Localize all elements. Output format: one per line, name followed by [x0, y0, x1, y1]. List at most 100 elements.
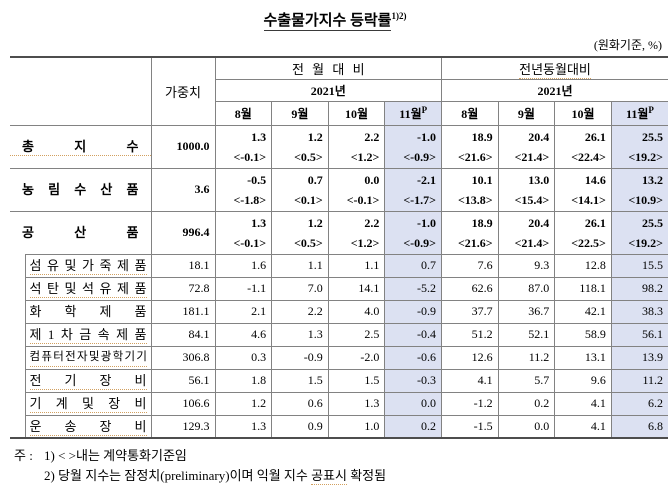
title-text: 수출물가지수 등락률	[263, 13, 392, 32]
month-header: 10월	[554, 101, 612, 126]
indent-cell	[10, 254, 25, 278]
indent-cell	[10, 369, 25, 393]
value-cell: 14.1	[327, 276, 385, 301]
table-row: 기 계 및 장 비 106.6 1.2 0.6 1.3 0.0 -1.2 0.2 4.1 6.2	[10, 391, 668, 416]
export-price-table: 가중치 전 월 대 비 전년동월대비 2021년 2021년 8월 9월 10월 11…	[10, 56, 668, 440]
value-cell: 1.2	[214, 391, 272, 416]
weight-cell: 1000.0	[150, 124, 215, 169]
value-cell: 42.1	[554, 299, 612, 324]
value-cell: 25.5 <19.2>	[610, 124, 668, 169]
month-header: 11월P	[610, 101, 668, 126]
value-cell: 118.1	[554, 276, 612, 301]
value-cell: -1.2	[441, 391, 499, 416]
table-row: 컴 퓨 터 전 자 및 광 학 기 기 306.8 0.3 -0.9 -2.0 -0.6 12.6 11.2 13…	[10, 345, 668, 370]
unit-note: (원화기준, %)	[593, 38, 662, 53]
weight-cell: 18.1	[150, 253, 215, 278]
indent-cell	[10, 277, 25, 301]
value-cell: 11.2	[610, 368, 668, 393]
value-cell: 1.5	[271, 368, 329, 393]
month-header: 9월	[497, 101, 555, 126]
value-cell: 2.2 <1.2>	[327, 124, 385, 169]
value-cell: -5.2	[384, 276, 442, 301]
value-cell: 0.6	[271, 391, 329, 416]
value-cell: 4.1	[441, 368, 499, 393]
value-cell: 2.2	[271, 299, 329, 324]
value-cell: 0.7 <0.1>	[271, 167, 329, 212]
value-cell: 51.2	[441, 322, 499, 347]
value-cell: 20.4 <21.4>	[497, 124, 555, 169]
value-cell: -1.0 <-0.9>	[384, 124, 442, 169]
value-cell: 0.0	[384, 391, 442, 416]
value-cell: 0.2	[497, 391, 555, 416]
yoy-year-header: 2021년	[441, 79, 668, 102]
weight-cell: 996.4	[150, 210, 215, 255]
indent-cell	[10, 415, 25, 439]
footnote-1: 1) < >내는 계약통화기준임	[44, 448, 187, 464]
value-cell: 1.1	[271, 253, 329, 278]
footnotes: 주 : 1) < >내는 계약통화기준임 2) 당월 지수는 잠정치(preli…	[14, 446, 670, 486]
indent-cell	[10, 392, 25, 416]
value-cell: -0.9	[271, 345, 329, 370]
value-cell: 1.2 <0.5>	[271, 124, 329, 169]
value-cell: 1.3 <-0.1>	[214, 210, 272, 255]
table-row: 석 탄 및 석 유 제 품 72.8 -1.1 7.0 14.1 -5.2 62.6 87.0 118.1 9…	[10, 276, 668, 301]
value-cell: 14.6 <14.1>	[554, 167, 612, 212]
value-cell: 1.3 <-0.1>	[214, 124, 272, 169]
value-cell: 1.2 <0.5>	[271, 210, 329, 255]
value-cell: -0.5 <-1.8>	[214, 167, 272, 212]
value-cell: 0.9	[271, 414, 329, 439]
month-header: 10월	[327, 101, 385, 126]
value-cell: -0.3	[384, 368, 442, 393]
weight-cell: 56.1	[150, 368, 215, 393]
yoy-group-header: 전년동월대비	[441, 57, 668, 80]
value-cell: -1.0 <-0.9>	[384, 210, 442, 255]
value-cell: 1.8	[214, 368, 272, 393]
value-cell: -0.4	[384, 322, 442, 347]
table-row: 섬 유 및 가 죽 제 품 18.1 1.6 1.1 1.1 0.7 7.6 9.3 12.8 15.5	[10, 253, 668, 278]
value-cell: 1.3	[327, 391, 385, 416]
table-row: 전 기 장 비 56.1 1.8 1.5 1.5 -0.3 4.1 5.7 9.6 11.2	[10, 368, 668, 393]
value-cell: 52.1	[497, 322, 555, 347]
footnote-2: 2) 당월 지수는 잠정치(preliminary)이며 익월 지수 공표시 확…	[44, 468, 387, 486]
table-row: 제 1 차 금 속 제 품 84.1 4.6 1.3 2.5 -0.4 51.2 52.1 58.9 56.1	[10, 322, 668, 347]
value-cell: 20.4 <21.4>	[497, 210, 555, 255]
value-cell: 0.2	[384, 414, 442, 439]
value-cell: 4.1	[554, 414, 612, 439]
value-cell: 11.2	[497, 345, 555, 370]
value-cell: 0.7	[384, 253, 442, 278]
table-row: 운 송 장 비 129.3 1.3 0.9 1.0 0.2 -1.5 0.0 4.1 6.8	[10, 414, 668, 439]
weight-cell: 181.1	[150, 299, 215, 324]
indent-cell	[10, 300, 25, 324]
value-cell: 18.9 <21.6>	[441, 210, 499, 255]
table-row: 농 림 수 산 품 3.6 -0.5 <-1.8> 0.7 <0.1> 0.0 <-0.1> -2.1 <…	[10, 167, 668, 212]
value-cell: 4.1	[554, 391, 612, 416]
value-cell: 56.1	[610, 322, 668, 347]
title-footnote-refs: 1)2)	[391, 11, 407, 21]
value-cell: 1.1	[327, 253, 385, 278]
value-cell: 25.5 <19.2>	[610, 210, 668, 255]
value-cell: 58.9	[554, 322, 612, 347]
value-cell: -2.1 <-1.7>	[384, 167, 442, 212]
value-cell: 62.6	[441, 276, 499, 301]
mom-year-header: 2021년	[214, 79, 442, 102]
value-cell: 18.9 <21.6>	[441, 124, 499, 169]
value-cell: 7.6	[441, 253, 499, 278]
value-cell: 9.6	[554, 368, 612, 393]
table-row: 총 지 수 1000.0 1.3 <-0.1> 1.2 <0.5> 2.2 <1.2> -1.0 <-…	[10, 124, 668, 169]
value-cell: 5.7	[497, 368, 555, 393]
value-cell: 1.3	[271, 322, 329, 347]
indent-cell	[10, 323, 25, 347]
value-cell: 1.6	[214, 253, 272, 278]
value-cell: 26.1 <22.5>	[554, 210, 612, 255]
value-cell: 0.0 <-0.1>	[327, 167, 385, 212]
footnote-list: 1) < >내는 계약통화기준임 2) 당월 지수는 잠정치(prelimina…	[44, 446, 386, 486]
value-cell: 9.3	[497, 253, 555, 278]
